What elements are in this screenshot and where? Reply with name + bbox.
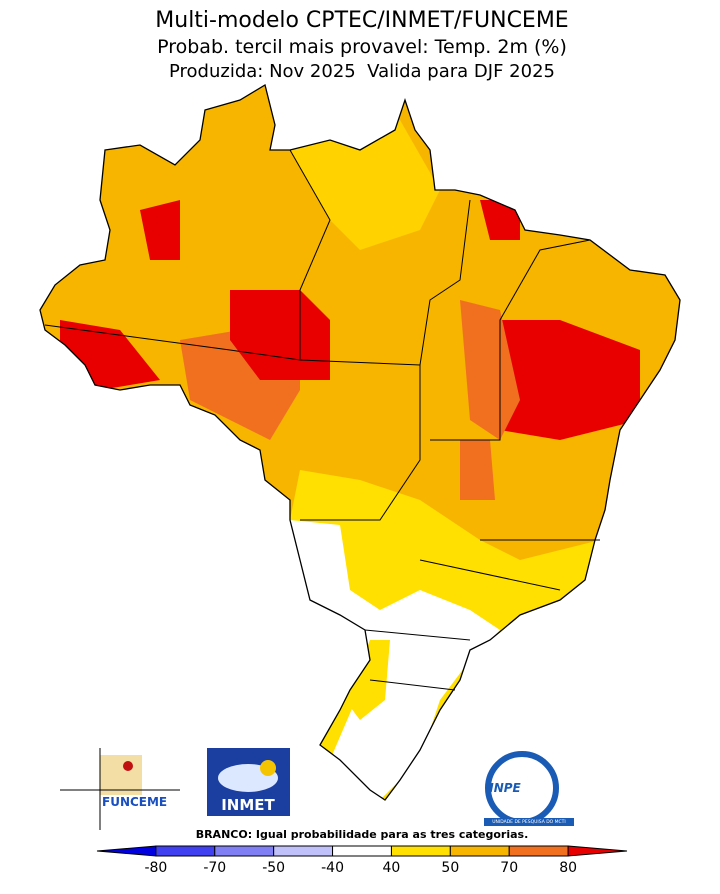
period: Produzida: Nov 2025 Valida para DJF 2025 — [169, 61, 555, 82]
inpe-caption: UNIDADE DE PESQUISA DO MCTI — [492, 819, 566, 825]
colorbar-tick-label: -40 — [321, 860, 344, 876]
colorbar-tick-label: -70 — [203, 860, 226, 876]
colorbar: -80 -70 -50 -40 40 50 70 80 — [96, 845, 628, 876]
colorbar-tick-label: 40 — [383, 860, 401, 876]
legend-note: BRANCO: Igual probabilidade para as tres… — [196, 828, 529, 841]
colorbar-tick-label: -80 — [144, 860, 167, 876]
colorbar-segment — [390, 845, 451, 857]
colorbar-tick-label: 80 — [559, 860, 577, 876]
inpe-label: INPE — [489, 781, 521, 795]
colorbar-segment — [155, 845, 216, 857]
colorbar-segment — [214, 845, 275, 857]
colorbar-segment — [332, 845, 392, 857]
colorbar-tick-label: 50 — [441, 860, 459, 876]
subtitle: Probab. tercil mais provavel: Temp. 2m (… — [157, 36, 567, 58]
colorbar-segment — [449, 845, 510, 857]
funceme-logo: FUNCEME — [60, 748, 180, 830]
state-borders — [44, 149, 600, 691]
funceme-label: FUNCEME — [102, 795, 167, 809]
colorbar-tick-label: -50 — [262, 860, 285, 876]
map — [40, 85, 680, 800]
colorbar-segment — [273, 845, 334, 857]
inmet-logo: INMET — [207, 748, 290, 816]
inmet-label: INMET — [221, 796, 275, 814]
colorbar-segment — [508, 845, 569, 857]
inpe-logo: INPE UNIDADE DE PESQUISA DO MCTI — [484, 751, 574, 826]
colorbar-tick-label: 70 — [500, 860, 518, 876]
colorbar-end — [567, 845, 628, 857]
title: Multi-modelo CPTEC/INMET/FUNCEME — [155, 8, 568, 33]
colorbar-end — [96, 845, 157, 857]
